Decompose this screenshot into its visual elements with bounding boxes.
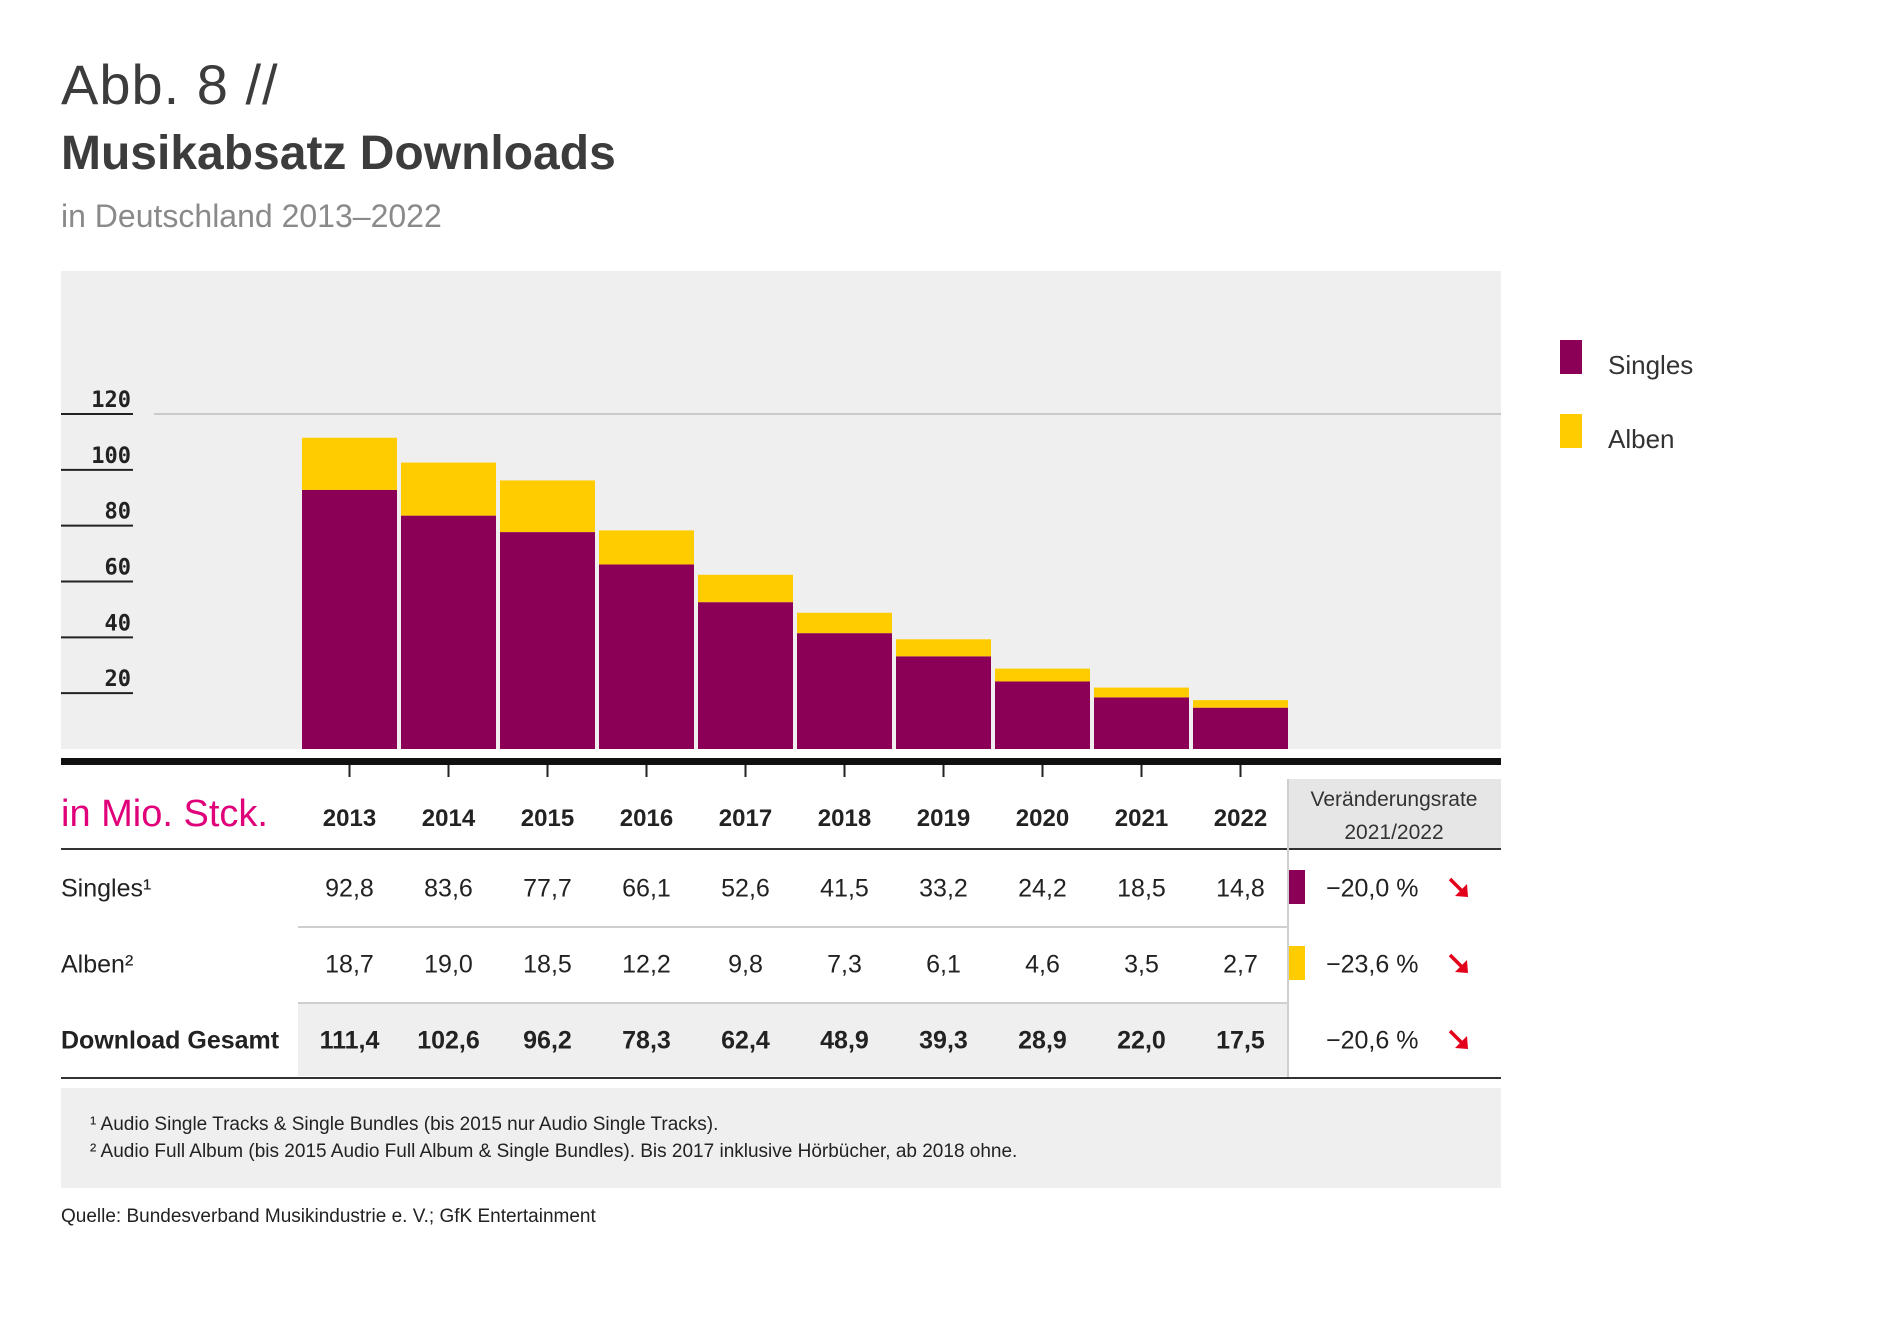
bar-alben-2017 (698, 574, 793, 603)
cell-value: 4,6 (1025, 951, 1060, 979)
cell-value: 18,7 (325, 951, 374, 979)
y-tick-label: 120 (91, 388, 131, 413)
year-header-2013: 2013 (323, 805, 376, 832)
y-tick-label: 100 (91, 444, 131, 469)
footnote-1: ¹ Audio Single Tracks & Single Bundles (… (90, 1114, 719, 1135)
cell-value: 48,9 (820, 1027, 869, 1055)
cell-value: 12,2 (622, 951, 671, 979)
trend-down-arrow-icon (1455, 960, 1468, 973)
bar-singles-2014 (401, 515, 496, 749)
cell-value: 22,0 (1117, 1027, 1166, 1055)
year-header-2020: 2020 (1016, 805, 1069, 832)
chart-title: Musikabsatz Downloads (61, 127, 616, 180)
rate-swatch-singles (1289, 870, 1305, 904)
x-axis-baseline (61, 758, 1501, 765)
y-tick-label: 60 (105, 556, 132, 581)
row-label: Singles¹ (61, 875, 151, 903)
bar-alben-2015 (500, 480, 595, 533)
rate-value: −20,6 % (1326, 1027, 1418, 1055)
cell-value: 18,5 (1117, 875, 1166, 903)
bar-alben-2020 (995, 668, 1090, 682)
legend-swatch-alben (1560, 414, 1582, 448)
year-header-2019: 2019 (917, 805, 970, 832)
bar-singles-2015 (500, 532, 595, 749)
cell-value: 28,9 (1018, 1027, 1067, 1055)
bar-singles-2021 (1094, 697, 1189, 749)
footnote-2: ² Audio Full Album (bis 2015 Audio Full … (90, 1141, 1018, 1162)
cell-value: 24,2 (1018, 875, 1067, 903)
trend-down-arrow-icon (1455, 884, 1468, 897)
bar-singles-2016 (599, 564, 694, 749)
cell-value: 2,7 (1223, 951, 1258, 979)
rate-header-box (1288, 779, 1501, 849)
rate-header-line1: Veränderungsrate (1311, 788, 1478, 811)
trend-down-arrow-icon (1455, 1036, 1468, 1049)
year-header-2022: 2022 (1214, 805, 1267, 832)
cell-value: 33,2 (919, 875, 968, 903)
bar-alben-2014 (401, 462, 496, 516)
cell-value: 83,6 (424, 875, 473, 903)
bar-singles-2022 (1193, 707, 1288, 749)
row-label: Download Gesamt (61, 1027, 280, 1055)
total-row-background (298, 1002, 1288, 1076)
rate-swatch-alben (1289, 946, 1305, 980)
year-header-2021: 2021 (1115, 805, 1168, 832)
year-header-2014: 2014 (422, 805, 476, 832)
cell-value: 7,3 (827, 951, 862, 979)
rate-header-line2: 2021/2022 (1344, 821, 1443, 844)
cell-value: 14,8 (1216, 875, 1265, 903)
legend-swatch-singles (1560, 340, 1582, 374)
y-tick-label: 80 (105, 500, 132, 525)
unit-label: in Mio. Stck. (61, 793, 268, 835)
source-note: Quelle: Bundesverband Musikindustrie e. … (61, 1206, 596, 1227)
cell-value: 17,5 (1216, 1027, 1265, 1055)
bar-singles-2013 (302, 489, 397, 749)
cell-value: 3,5 (1124, 951, 1159, 979)
cell-value: 102,6 (417, 1027, 480, 1055)
bar-alben-2022 (1193, 700, 1288, 708)
bar-singles-2020 (995, 681, 1090, 749)
y-tick-label: 40 (105, 611, 132, 636)
year-header-2016: 2016 (620, 805, 673, 832)
cell-value: 39,3 (919, 1027, 968, 1055)
bar-alben-2018 (797, 612, 892, 634)
cell-value: 18,5 (523, 951, 572, 979)
cell-value: 77,7 (523, 875, 572, 903)
legend-label-singles: Singles (1608, 350, 1694, 380)
bar-singles-2019 (896, 656, 991, 749)
rate-value: −23,6 % (1326, 951, 1418, 979)
y-tick-label: 20 (105, 667, 132, 692)
cell-value: 9,8 (728, 951, 763, 979)
cell-value: 78,3 (622, 1027, 671, 1055)
chart-subtitle: in Deutschland 2013–2022 (61, 198, 442, 234)
cell-value: 111,4 (320, 1027, 380, 1055)
cell-value: 19,0 (424, 951, 473, 979)
legend-label-alben: Alben (1608, 424, 1675, 454)
cell-value: 52,6 (721, 875, 770, 903)
bar-alben-2021 (1094, 687, 1189, 698)
figure-label: Abb. 8 // (61, 53, 279, 116)
bar-alben-2013 (302, 437, 397, 490)
year-header-2018: 2018 (818, 805, 871, 832)
cell-value: 41,5 (820, 875, 869, 903)
year-header-2017: 2017 (719, 805, 772, 832)
year-header-2015: 2015 (521, 805, 574, 832)
row-label: Alben² (61, 951, 133, 979)
cell-value: 96,2 (523, 1027, 572, 1055)
cell-value: 62,4 (721, 1027, 770, 1055)
footnotes-box: ¹ Audio Single Tracks & Single Bundles (… (61, 1088, 1501, 1188)
bar-singles-2018 (797, 633, 892, 749)
bar-alben-2019 (896, 639, 991, 657)
cell-value: 6,1 (926, 951, 961, 979)
bar-alben-2016 (599, 530, 694, 565)
chart-and-table: 20 40 60 80 100 120 in Mio. Stck. 2013 2014 2015 2… (61, 271, 1501, 1079)
bar-singles-2017 (698, 602, 793, 749)
rate-value: −20,0 % (1326, 875, 1418, 903)
cell-value: 66,1 (622, 875, 671, 903)
cell-value: 92,8 (325, 875, 374, 903)
